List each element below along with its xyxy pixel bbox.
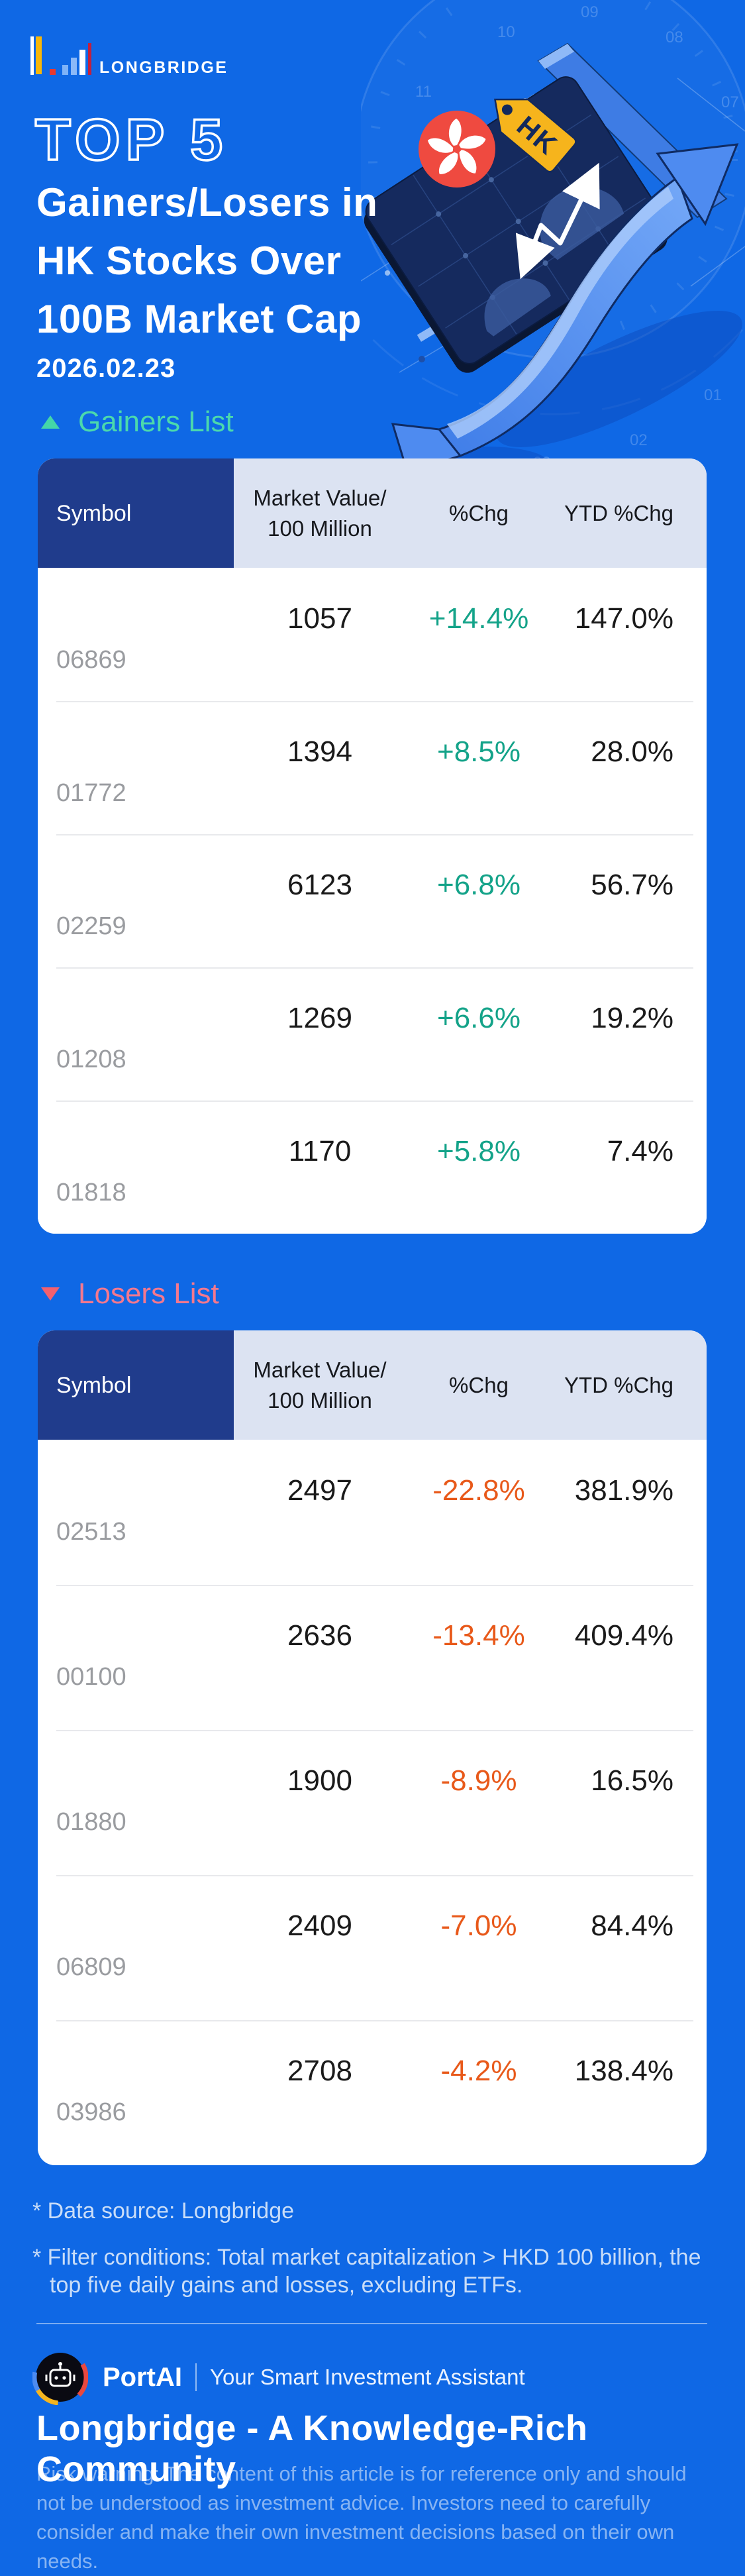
table-row: 03986 2708 -4.2% 138.4% [38,2020,707,2165]
portai-logo-icon [32,2349,88,2405]
stock-symbol: 00100 [56,1663,126,1691]
pct-change: -4.2% [440,2055,517,2087]
column-header-market-value-line1: Market Value/ [253,485,387,510]
ytd-change: 84.4% [591,1909,673,1942]
column-header-symbol: Symbol [38,1330,234,1440]
table-header-row: Symbol Market Value/ 100 Million %Chg YT… [38,1330,707,1440]
market-value: 2636 [287,1619,352,1652]
page-title-line1: Gainers/Losers in [36,180,378,225]
footnotes: * Data source: Longbridge * Filter condi… [32,2197,701,2299]
portai-separator [195,2363,197,2391]
market-value: 2497 [287,1474,352,1507]
page-title-line3: 100B Market Cap [36,297,362,341]
pct-change: -13.4% [432,1619,525,1652]
losers-section-title-text: Losers List [78,1277,219,1310]
table-row: 01208 1269 +6.6% 19.2% [38,967,707,1100]
longbridge-logo-icon [30,36,93,75]
column-header-ytd: YTD %Chg [564,1372,673,1397]
ytd-change: 19.2% [591,1002,673,1034]
filter-conditions-note: * Filter conditions: Total market capita… [32,2245,701,2298]
stock-symbol: 01208 [56,1046,126,1073]
ytd-change: 16.5% [591,1764,673,1797]
stock-symbol: 02259 [56,912,126,940]
table-row: 02259 6123 +6.8% 56.7% [38,834,707,967]
stock-symbol: 01880 [56,1808,126,1836]
gainers-section-title-text: Gainers List [78,405,234,438]
down-triangle-icon [41,1287,60,1301]
stock-symbol: 02513 [56,1518,126,1546]
market-value: 1394 [287,735,352,768]
column-header-ytd: YTD %Chg [564,500,673,525]
longbridge-logo: LONGBRIDGE [30,36,362,78]
robot-icon [45,2366,75,2387]
stock-symbol: 01772 [56,779,126,807]
market-value: 1170 [288,1135,352,1167]
market-value: 1057 [287,602,352,635]
gainers-section-title: Gainers List [41,405,234,439]
pct-change: +6.8% [437,869,521,901]
gainers-table: Symbol Market Value/ 100 Million %Chg YT… [38,458,707,1234]
column-header-market-value: Market Value/ 100 Million [234,1330,406,1440]
losers-section-title: Losers List [41,1277,219,1311]
report-date: 2026.02.23 [36,354,176,383]
table-row: 01772 1394 +8.5% 28.0% [38,701,707,834]
table-row: 01818 1170 +5.8% 7.4% [38,1100,707,1234]
market-value: 1269 [287,1002,352,1034]
top5-badge: TOP 5 [34,105,228,174]
column-header-market-value-line1: Market Value/ [253,1357,387,1382]
stock-symbol: 06809 [56,1953,126,1981]
column-header-symbol: Symbol [38,458,234,568]
page-title: Gainers/Losers in HK Stocks Over 100B Ma… [36,174,377,349]
pct-change: +6.6% [437,1002,521,1034]
column-header-chg: %Chg [449,1372,509,1397]
pct-change: -22.8% [432,1474,525,1507]
market-value: 6123 [287,869,352,901]
up-triangle-icon [41,415,60,429]
pct-change: +14.4% [428,602,529,635]
ytd-change: 138.4% [574,2055,673,2087]
market-value: 1900 [287,1764,352,1797]
column-header-market-value: Market Value/ 100 Million [234,458,406,568]
ytd-change: 28.0% [591,735,673,768]
table-row: 00100 2636 -13.4% 409.4% [38,1585,707,1730]
ytd-change: 409.4% [574,1619,673,1652]
data-source-note: * Data source: Longbridge [32,2198,295,2224]
portai-name: PortAI [103,2362,182,2392]
table-row: 01880 1900 -8.9% 16.5% [38,1730,707,1875]
table-row: 06869 1057 +14.4% 147.0% [38,568,707,701]
column-header-market-value-line2: 100 Million [268,1387,372,1413]
pct-change: -7.0% [440,1909,517,1942]
risk-warning: Risk warning: The content of this articl… [36,2462,687,2573]
portai-brand-row: PortAI Your Smart Investment Assistant [32,2349,525,2405]
stock-symbol: 06869 [56,646,126,674]
table-row: 02513 2497 -22.8% 381.9% [38,1440,707,1585]
losers-table: Symbol Market Value/ 100 Million %Chg YT… [38,1330,707,2165]
ytd-change: 147.0% [574,602,673,635]
ytd-change: 7.4% [607,1135,673,1167]
ytd-change: 56.7% [591,869,673,901]
page-title-line2: HK Stocks Over [36,239,342,283]
market-value: 2708 [287,2055,352,2087]
longbridge-wordmark: LONGBRIDGE [99,58,228,77]
ytd-change: 381.9% [574,1474,673,1507]
market-value: 2409 [287,1909,352,1942]
table-header-row: Symbol Market Value/ 100 Million %Chg YT… [38,458,707,568]
pct-change: +5.8% [437,1135,521,1167]
stock-symbol: 03986 [56,2098,126,2126]
column-header-chg: %Chg [449,500,509,525]
stock-symbol: 01818 [56,1179,126,1207]
footer-headline: Longbridge - A Knowledge-Rich Community [36,2408,588,2489]
pct-change: -8.9% [440,1764,517,1797]
column-header-market-value-line2: 100 Million [268,515,372,541]
pct-change: +8.5% [437,735,521,768]
table-row: 06809 2409 -7.0% 84.4% [38,1875,707,2020]
footer-divider [36,2323,707,2324]
portai-tagline: Your Smart Investment Assistant [210,2365,525,2389]
